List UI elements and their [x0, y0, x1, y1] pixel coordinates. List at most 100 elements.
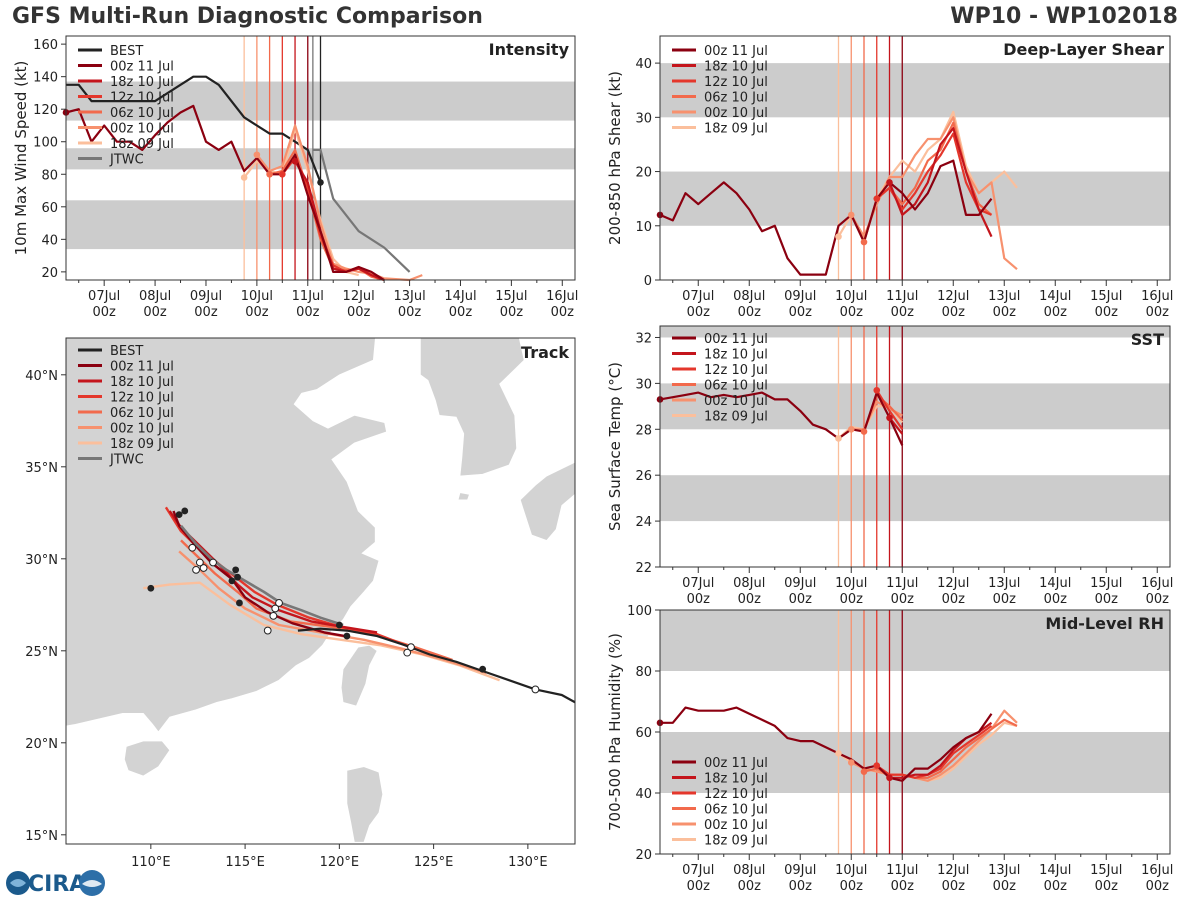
page-title: GFS Multi-Run Diagnostic Comparison	[12, 4, 483, 29]
x-tick-label-hour: 00z	[398, 305, 422, 320]
series-init-marker	[873, 762, 881, 769]
shaded-band	[660, 610, 1170, 671]
lon-tick-label: 115°E	[225, 855, 265, 870]
x-tick-label-day: 07Jul	[682, 289, 714, 304]
x-tick-label-day: 14Jul	[1039, 576, 1071, 591]
x-tick-label-day: 16Jul	[1141, 863, 1173, 878]
x-tick-label-hour: 00z	[500, 305, 524, 320]
lat-tick-label: 15°N	[25, 829, 58, 844]
map-layer	[66, 338, 575, 844]
series-init-marker	[835, 435, 842, 442]
x-tick-label-hour: 00z	[1146, 879, 1170, 894]
y-tick-label: 80	[635, 665, 652, 680]
x-tick-label-day: 13Jul	[988, 576, 1020, 591]
legend-label: 00z 11 Jul	[704, 44, 768, 59]
y-tick-label: 40	[635, 787, 652, 802]
position-marker-open	[188, 543, 197, 552]
x-tick-label-day: 09Jul	[784, 863, 816, 878]
x-tick-label-day: 09Jul	[190, 289, 222, 304]
legend-label: 18z 10 Jul	[704, 348, 768, 363]
x-tick-label-hour: 00z	[194, 305, 218, 320]
cira-logo-wave	[82, 880, 102, 887]
x-tick-label-hour: 00z	[738, 305, 762, 320]
lon-tick-label: 125°E	[414, 855, 454, 870]
x-tick-label-hour: 00z	[891, 592, 915, 607]
plot-frame	[65, 35, 576, 281]
position-marker-open	[269, 611, 278, 620]
shaded-band	[660, 326, 1170, 338]
x-tick-label-day: 08Jul	[733, 289, 765, 304]
x-tick-label-day: 12Jul	[937, 863, 969, 878]
x-tick-label-day: 14Jul	[444, 289, 476, 304]
lon-tick-label: 130°E	[508, 855, 548, 870]
x-tick-label-day: 15Jul	[1090, 289, 1122, 304]
x-tick-label-day: 09Jul	[784, 576, 816, 591]
x-tick-label-day: 13Jul	[988, 289, 1020, 304]
shear-chart: 01020304007Jul00z08Jul00z09Jul00z10Jul00…	[606, 35, 1173, 320]
x-tick-label-day: 08Jul	[733, 863, 765, 878]
shaded-band	[660, 383, 1170, 430]
cira-logo: CIRA	[6, 870, 105, 897]
x-tick-label-day: 08Jul	[733, 576, 765, 591]
x-tick-label-day: 11Jul	[886, 289, 918, 304]
taiwan-land	[340, 644, 378, 707]
x-tick-label-hour: 00z	[347, 305, 371, 320]
track-line-4	[178, 550, 487, 675]
series-init-marker	[240, 174, 248, 181]
storm-id: WP10 - WP102018	[950, 4, 1178, 29]
legend-label: 12z 10 Jul	[704, 787, 768, 802]
legend-label: 18z 10 Jul	[110, 75, 174, 90]
series-init-marker	[279, 170, 286, 178]
lat-tick-label: 30°N	[25, 553, 58, 568]
x-tick-label-day: 14Jul	[1039, 289, 1071, 304]
legend-label: JTWC	[109, 153, 144, 168]
y-tick-label: 40	[635, 57, 652, 72]
panel-title: SST	[1131, 330, 1164, 349]
legend-label: 06z 10 Jul	[704, 379, 768, 394]
y-axis-label: 10m Max Wind Speed (kt)	[12, 61, 30, 256]
cira-logo-swirl	[10, 879, 26, 887]
series-init-marker	[860, 238, 868, 246]
y-tick-label: 140	[33, 71, 58, 86]
x-tick-label-hour: 00z	[993, 305, 1017, 320]
x-tick-label-hour: 00z	[840, 592, 864, 607]
plot-frame	[659, 35, 1171, 281]
series-line-0	[659, 159, 993, 276]
x-tick-label-day: 12Jul	[937, 289, 969, 304]
luzon-land	[346, 766, 384, 843]
map-frame	[65, 337, 576, 845]
x-tick-label-hour: 00z	[143, 305, 167, 320]
x-tick-label-hour: 00z	[449, 305, 473, 320]
best-track-line	[297, 627, 575, 704]
x-tick-label-day: 15Jul	[1090, 863, 1122, 878]
sst-chart: 22242628303207Jul00z08Jul00z09Jul00z10Ju…	[606, 325, 1173, 607]
series-init-marker	[847, 425, 855, 433]
series-init-marker	[860, 768, 868, 775]
x-tick-label-day: 10Jul	[241, 289, 273, 304]
x-tick-label-hour: 00z	[1095, 305, 1119, 320]
x-tick-label-hour: 00z	[1044, 305, 1068, 320]
y-tick-label: 100	[627, 604, 652, 619]
rh-chart: 2040608010007Jul00z08Jul00z09Jul00z10Jul…	[606, 604, 1173, 894]
y-axis-label: Sea Surface Temp (°C)	[606, 362, 624, 531]
legend-label: 00z 11 Jul	[704, 756, 768, 771]
track-map: 110°E 115°E 120°E 125°E 130°E 15°N 20°N 25°N 30°…	[25, 337, 576, 870]
x-tick-label-day: 10Jul	[835, 576, 867, 591]
x-tick-label-day: 10Jul	[835, 289, 867, 304]
x-tick-label-day: 09Jul	[784, 289, 816, 304]
legend-label: 00z 11 Jul	[110, 60, 174, 75]
legend-label: 12z 10 Jul	[110, 91, 174, 106]
x-tick-label-hour: 00z	[789, 305, 813, 320]
x-tick-label-day: 07Jul	[682, 863, 714, 878]
lat-tick-label: 40°N	[25, 369, 58, 384]
legend-label: 06z 10 Jul	[110, 406, 174, 421]
series-init-marker	[835, 750, 842, 757]
legend-label: 00z 10 Jul	[110, 422, 174, 437]
legend-label: 18z 09 Jul	[110, 437, 174, 452]
position-marker-filled	[234, 573, 241, 581]
y-tick-label: 22	[635, 561, 652, 576]
y-tick-label: 60	[635, 726, 652, 741]
position-marker-open	[195, 558, 204, 567]
x-tick-label-hour: 00z	[1044, 592, 1068, 607]
position-marker-open	[263, 626, 272, 635]
